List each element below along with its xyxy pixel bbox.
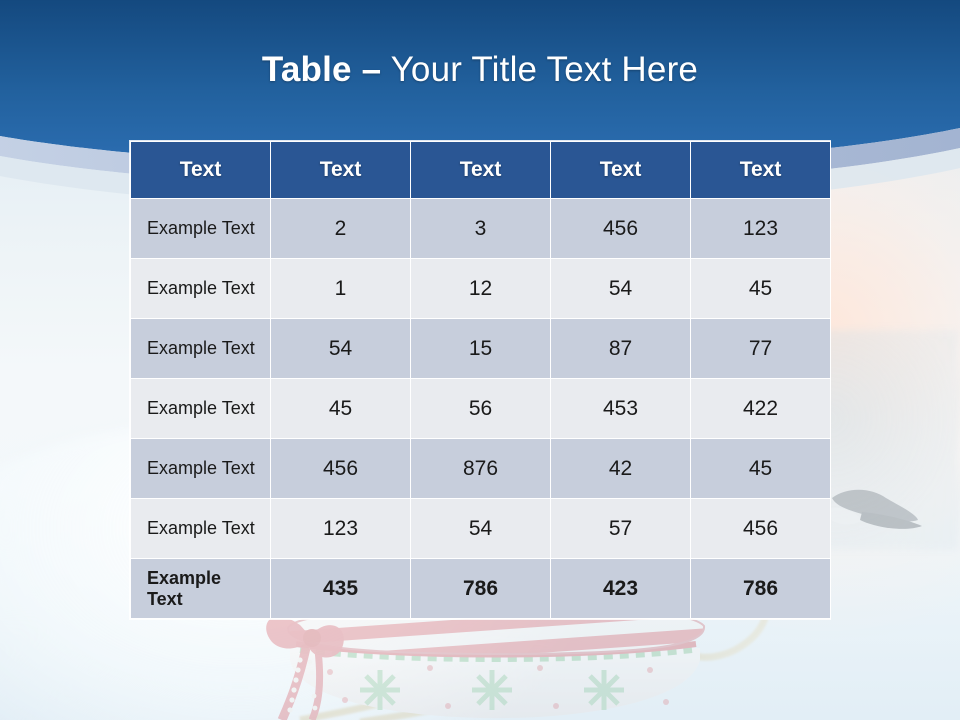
column-header-0[interactable]: Text [130,141,271,199]
row-value[interactable]: 2 [270,198,411,259]
row-value[interactable]: 453 [550,378,691,439]
table-row[interactable]: Example Text 456 876 42 45 [130,438,831,499]
column-header-3[interactable]: Text [550,141,691,199]
table-header: Text Text Text Text Text [130,141,831,199]
row-value[interactable]: 77 [690,318,831,379]
row-value[interactable]: 12 [410,258,551,319]
row-value[interactable]: 45 [690,438,831,499]
row-value[interactable]: 45 [270,378,411,439]
row-value[interactable]: 54 [550,258,691,319]
row-value[interactable]: 876 [410,438,551,499]
row-value[interactable]: 786 [690,558,831,619]
column-header-4[interactable]: Text [690,141,831,199]
row-label[interactable]: Example Text [130,438,271,499]
table-row[interactable]: Example Text 45 56 453 422 [130,378,831,439]
row-value[interactable]: 423 [550,558,691,619]
column-header-1[interactable]: Text [270,141,411,199]
page-title: Table – Your Title Text Here [0,50,960,90]
column-header-2[interactable]: Text [410,141,551,199]
row-value[interactable]: 57 [550,498,691,559]
row-value[interactable]: 87 [550,318,691,379]
row-value[interactable]: 435 [270,558,411,619]
row-label[interactable]: Example Text [130,558,271,619]
row-value[interactable]: 456 [550,198,691,259]
page-title-bold: Table – [261,50,382,89]
row-value[interactable]: 54 [270,318,411,379]
table-header-row: Text Text Text Text Text [130,141,831,199]
table-row[interactable]: Example Text 54 15 87 77 [130,318,831,379]
row-value[interactable]: 45 [690,258,831,319]
row-value[interactable]: 456 [690,498,831,559]
row-value[interactable]: 123 [690,198,831,259]
row-value[interactable]: 786 [410,558,551,619]
row-value[interactable]: 123 [270,498,411,559]
table-row-total[interactable]: Example Text 435 786 423 786 [130,558,831,619]
row-label[interactable]: Example Text [130,378,271,439]
table-body: Example Text 2 3 456 123 Example Text 1 … [130,198,831,619]
row-value[interactable]: 54 [410,498,551,559]
row-value[interactable]: 1 [270,258,411,319]
row-value[interactable]: 15 [410,318,551,379]
table-row[interactable]: Example Text 123 54 57 456 [130,498,831,559]
data-table: Text Text Text Text Text Example Text 2 … [130,141,831,619]
table-row[interactable]: Example Text 2 3 456 123 [130,198,831,259]
row-label[interactable]: Example Text [130,198,271,259]
page-title-rest: Your Title Text Here [381,50,699,89]
row-value[interactable]: 456 [270,438,411,499]
row-value[interactable]: 3 [410,198,551,259]
row-label[interactable]: Example Text [130,498,271,559]
table-row[interactable]: Example Text 1 12 54 45 [130,258,831,319]
row-value[interactable]: 56 [410,378,551,439]
row-value[interactable]: 42 [550,438,691,499]
row-label[interactable]: Example Text [130,318,271,379]
data-table-container: Text Text Text Text Text Example Text 2 … [130,141,831,619]
row-label[interactable]: Example Text [130,258,271,319]
row-value[interactable]: 422 [690,378,831,439]
